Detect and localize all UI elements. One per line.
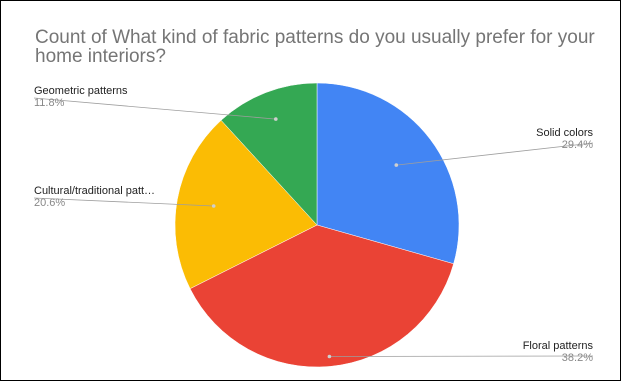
leader-line-geometric-patterns [33,97,276,120]
slice-label-geometric-patterns: Geometric patterns [34,85,128,97]
leader-line-cultural-traditional-patt [33,197,214,207]
leader-dot-floral-patterns [327,354,332,359]
slice-percent-solid-colors: 29.4% [562,139,593,151]
leader-dot-solid-colors [394,163,399,167]
pie-slice-solid-colors[interactable] [316,82,460,265]
chart-title: Count of What kind of fabric patterns do… [35,27,595,67]
pie-slice-geometric-patterns[interactable] [220,82,318,226]
slice-percent-geometric-patterns: 11.8% [34,97,65,109]
pie-slice-cultural-traditional-patt[interactable] [174,119,318,290]
slice-label-solid-colors: Solid colors [536,127,593,139]
leader-dot-cultural-traditional-patt [211,204,216,208]
slice-percent-cultural-traditional-patt: 20.6% [34,197,65,209]
leader-line-floral-patterns [329,355,594,357]
slice-label-floral-patterns: Floral patterns [523,340,594,352]
leader-line-solid-colors [396,142,594,166]
leader-dot-geometric-patterns [274,117,278,121]
pie-slice-floral-patterns[interactable] [189,224,454,368]
slice-percent-floral-patterns: 38.2% [562,352,593,364]
slice-label-cultural-traditional-patt: Cultural/traditional patt… [34,185,155,197]
